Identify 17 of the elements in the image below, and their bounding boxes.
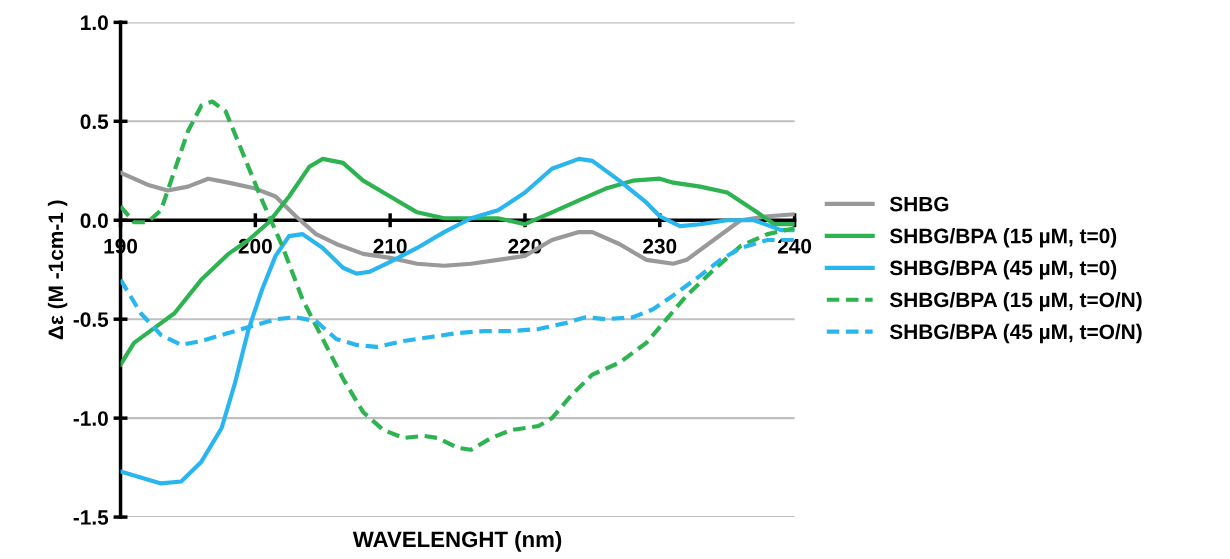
y-tick-label: 0.5 (80, 114, 109, 130)
y-axis-title: Δε (M -1cm-1 ) (47, 200, 68, 340)
x-axis-title: WAVELENGHT (nm) (352, 530, 562, 552)
x-tick-label: 230 (643, 238, 677, 254)
x-tick-label: 240 (777, 238, 812, 254)
legend-label: SHBG (889, 196, 949, 212)
y-tick-label: 1.0 (81, 15, 108, 31)
y-tick-label: -0.5 (73, 312, 109, 327)
y-tick-label: 0.0 (80, 213, 108, 228)
x-tick-label: 200 (238, 238, 272, 254)
legend-label: SHBG/BPA (45 µM, t=0) (889, 260, 1117, 280)
legend-label: SHBG/BPA (15 µM, t=O/N) (889, 291, 1142, 312)
x-tick-label: 210 (373, 238, 407, 254)
y-tick-label: -1.5 (73, 510, 109, 525)
y-tick-label: -1.0 (73, 411, 108, 426)
legend-label: SHBG/BPA (15 µM, t=0) (889, 228, 1117, 248)
legend-label: SHBG/BPA (45 µM, t=O/N) (889, 323, 1142, 344)
